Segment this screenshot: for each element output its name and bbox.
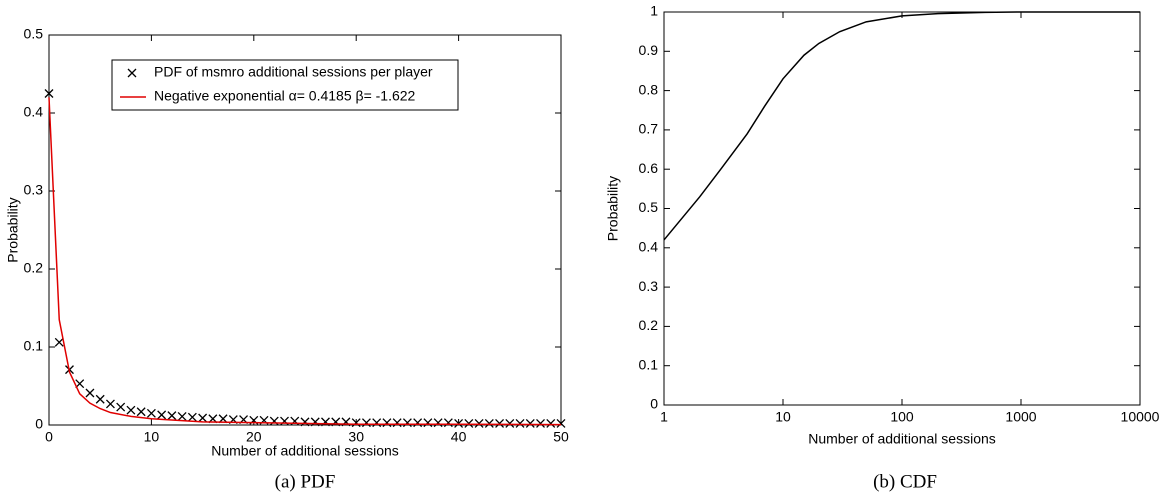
data-point xyxy=(54,337,64,347)
data-point xyxy=(136,407,146,417)
data-point xyxy=(464,418,474,428)
y-tick-label: 0.5 xyxy=(639,199,659,215)
data-point xyxy=(536,418,545,428)
data-point xyxy=(269,416,279,426)
caption: (b) CDF xyxy=(873,471,937,492)
data-line xyxy=(663,11,1140,241)
y-tick-label: 1 xyxy=(650,3,658,19)
legend-box xyxy=(111,59,459,111)
plot-frame xyxy=(663,11,1141,406)
data-point xyxy=(85,388,95,398)
data-point xyxy=(44,89,54,98)
data-point xyxy=(423,418,433,428)
data-point xyxy=(413,418,423,428)
x-tick-label: 10 xyxy=(775,409,791,425)
x-tick-label: 1000 xyxy=(1005,409,1036,425)
y-axis-label: Probability xyxy=(5,197,21,262)
data-point xyxy=(556,418,566,428)
data-point xyxy=(187,412,197,422)
data-point xyxy=(75,379,85,389)
data-point xyxy=(198,413,208,423)
y-tick-label: 0.3 xyxy=(639,278,659,294)
x-tick-label: 0 xyxy=(45,429,53,445)
y-tick-label: 0.2 xyxy=(24,260,44,276)
data-point xyxy=(321,417,330,427)
x-axis-label: Number of additional sessions xyxy=(211,443,399,459)
y-tick-label: 0.5 xyxy=(24,26,44,42)
data-point xyxy=(116,402,126,412)
y-tick-label: 0 xyxy=(35,416,43,432)
x-tick-label: 10000 xyxy=(1121,409,1160,425)
data-point xyxy=(382,418,392,428)
legend-label: Negative exponential α= 0.4185 β= -1.622 xyxy=(154,88,416,104)
data-point xyxy=(361,418,371,428)
data-point xyxy=(484,418,494,428)
caption: (a) PDF xyxy=(275,471,336,492)
data-point xyxy=(495,418,505,428)
data-point xyxy=(167,411,177,421)
x-tick-label: 1 xyxy=(660,409,668,425)
data-point xyxy=(157,410,167,420)
x-tick-label: 100 xyxy=(890,409,914,425)
y-tick-label: 0.1 xyxy=(24,338,44,354)
y-tick-label: 0.4 xyxy=(639,239,659,255)
x-tick-label: 40 xyxy=(451,429,467,445)
y-tick-label: 0.1 xyxy=(639,356,659,372)
data-point xyxy=(525,418,535,428)
data-point xyxy=(105,399,115,409)
y-tick-label: 0 xyxy=(650,396,658,412)
y-tick-label: 0.3 xyxy=(24,182,44,198)
data-line xyxy=(48,97,562,426)
data-point xyxy=(95,394,105,404)
data-point xyxy=(443,418,453,428)
x-axis-label: Number of additional sessions xyxy=(808,431,996,447)
data-point xyxy=(126,405,136,415)
data-point xyxy=(146,408,156,418)
data-point xyxy=(505,418,515,428)
x-tick-label: 20 xyxy=(246,429,262,445)
data-point xyxy=(546,418,556,428)
data-point xyxy=(177,411,187,421)
y-tick-label: 0.4 xyxy=(24,104,44,120)
x-tick-label: 30 xyxy=(348,429,364,445)
data-point xyxy=(372,418,382,428)
data-point xyxy=(351,418,361,428)
y-axis-label: Probability xyxy=(605,176,621,241)
data-point xyxy=(515,418,525,428)
y-tick-label: 0.8 xyxy=(639,81,659,97)
data-point xyxy=(474,418,484,428)
data-point xyxy=(300,417,310,427)
x-tick-label: 50 xyxy=(553,429,569,445)
data-point xyxy=(310,417,320,427)
data-point xyxy=(433,418,443,428)
data-point xyxy=(402,418,412,428)
y-tick-label: 0.2 xyxy=(639,317,659,333)
plot-frame xyxy=(48,34,562,426)
data-point xyxy=(454,418,464,428)
legend-marker xyxy=(127,68,137,78)
legend-label: PDF of msmro additional sessions per pla… xyxy=(154,64,433,80)
y-tick-label: 0.6 xyxy=(639,160,659,176)
x-tick-label: 10 xyxy=(144,429,160,445)
y-tick-label: 0.7 xyxy=(639,121,659,137)
y-tick-label: 0.9 xyxy=(639,42,659,58)
data-point xyxy=(392,418,402,428)
